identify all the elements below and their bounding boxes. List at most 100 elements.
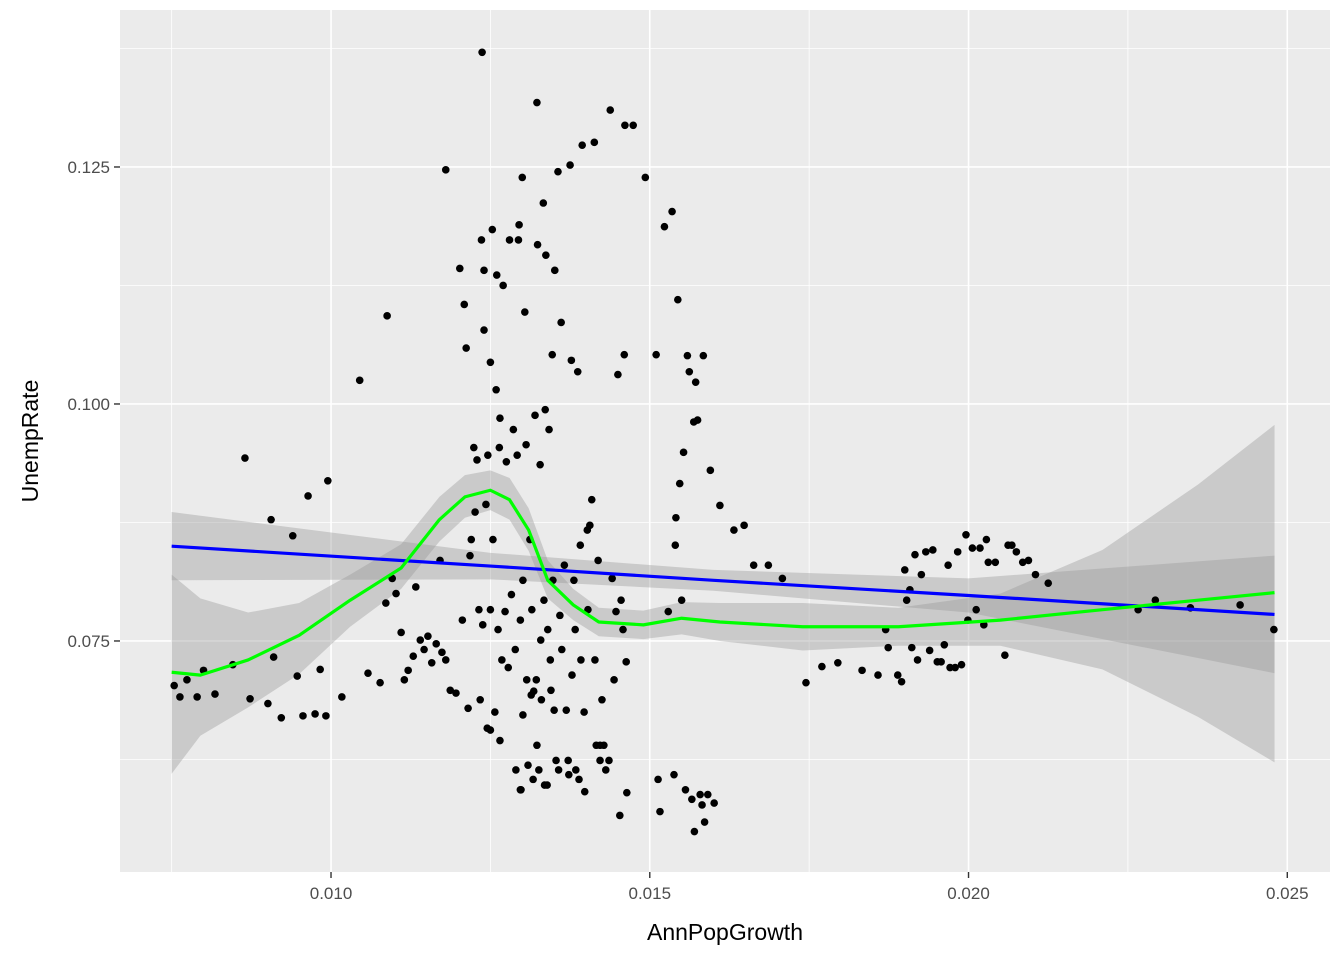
point (211, 690, 219, 698)
point (524, 761, 532, 769)
point (716, 501, 724, 510)
point (507, 590, 516, 599)
point (672, 513, 680, 522)
point (491, 708, 499, 716)
point (656, 807, 664, 816)
point (1044, 579, 1053, 587)
point (484, 451, 492, 459)
point (900, 566, 909, 574)
point (535, 766, 543, 774)
point (698, 801, 706, 809)
x-tick-label: 0.010 (310, 884, 353, 903)
point (480, 266, 488, 275)
point (554, 167, 562, 176)
point (922, 548, 930, 556)
point (962, 531, 970, 539)
smooth-line (171, 488, 1275, 677)
point (917, 570, 926, 579)
point (693, 416, 702, 424)
point (548, 350, 557, 359)
point (513, 451, 521, 459)
point (884, 643, 893, 652)
point (730, 526, 738, 534)
point (1151, 596, 1160, 605)
point (940, 640, 949, 649)
point (404, 666, 412, 675)
point (703, 790, 712, 799)
point (874, 671, 882, 679)
point (537, 695, 546, 704)
point (560, 561, 569, 569)
point (550, 706, 558, 714)
point (670, 770, 678, 779)
point (685, 367, 694, 376)
point (504, 663, 513, 672)
point (564, 756, 572, 765)
point (674, 295, 682, 304)
point (590, 138, 599, 147)
point (562, 706, 571, 714)
point (355, 376, 364, 385)
point (528, 605, 536, 614)
point (617, 596, 625, 605)
point (580, 787, 589, 796)
point (677, 596, 686, 605)
point (516, 616, 525, 624)
point (571, 625, 579, 634)
point (512, 766, 520, 774)
point (496, 414, 504, 423)
point (605, 756, 613, 765)
point (699, 351, 708, 360)
point (937, 658, 945, 666)
point (664, 607, 673, 616)
point (533, 240, 542, 249)
point (170, 681, 178, 690)
point (675, 479, 684, 488)
point (264, 699, 272, 708)
point (570, 576, 578, 585)
point (376, 678, 384, 687)
point (565, 770, 573, 779)
point (515, 221, 523, 229)
point (514, 236, 523, 244)
point (193, 693, 201, 701)
point (552, 756, 560, 765)
y-tick-label: 0.100 (67, 395, 110, 414)
point (473, 456, 481, 464)
point (980, 621, 988, 629)
point (554, 766, 563, 774)
point (311, 710, 319, 718)
point (432, 640, 441, 648)
point (176, 693, 184, 701)
point (818, 662, 826, 671)
point (476, 695, 484, 704)
point (502, 458, 511, 466)
point (492, 385, 500, 394)
panel (120, 10, 1330, 872)
x-axis-title: AnnPopGrowth (647, 919, 803, 945)
point (241, 454, 249, 462)
point (749, 561, 758, 569)
point (518, 173, 527, 182)
point (925, 646, 934, 655)
point (550, 266, 559, 275)
point (968, 544, 977, 552)
point (641, 173, 650, 182)
point (464, 704, 472, 713)
point (911, 550, 919, 559)
point (519, 711, 527, 719)
point (529, 687, 538, 696)
point (608, 574, 616, 583)
point (541, 405, 550, 414)
point (1236, 601, 1244, 609)
point (542, 251, 550, 259)
point (1270, 625, 1278, 634)
point (902, 596, 911, 605)
point (496, 736, 504, 745)
y-axis-title: UnempRate (17, 380, 43, 503)
point (573, 367, 582, 376)
point (539, 199, 548, 207)
point (614, 370, 622, 379)
point (1018, 558, 1027, 567)
